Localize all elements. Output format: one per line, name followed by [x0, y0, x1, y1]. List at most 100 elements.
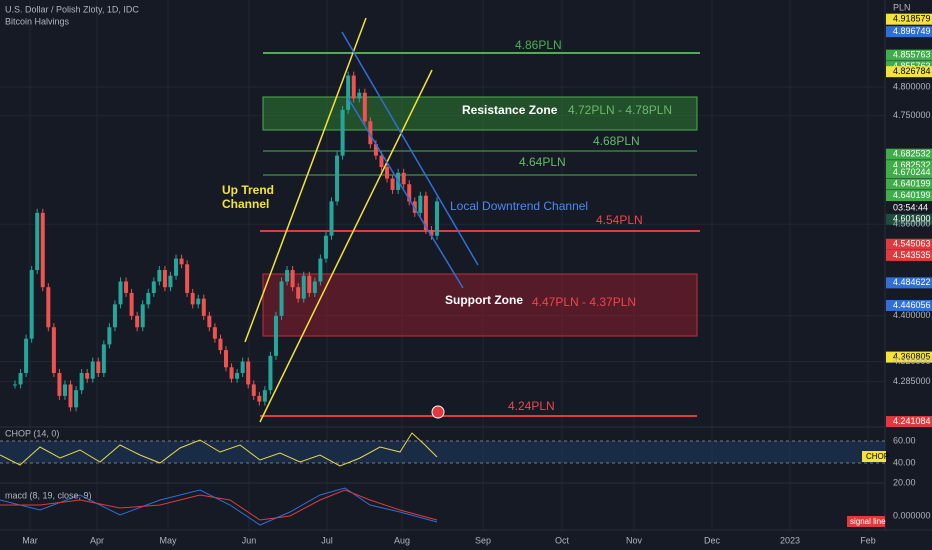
x-tick-label: Dec: [704, 535, 721, 545]
annotation: Local Downtrend Channel: [450, 199, 588, 213]
chop-tick: 40.00: [893, 457, 916, 467]
price-badge-text: 4.682532: [893, 149, 931, 159]
price-badge-text: 4.640199: [893, 190, 931, 200]
candle: [179, 258, 184, 265]
chop-badge: [862, 451, 886, 462]
candle: [429, 230, 434, 236]
candle: [235, 373, 240, 379]
candle: [79, 373, 84, 391]
price-badges: 4.9185794.8967494.8557634.8557634.826784…: [886, 14, 932, 428]
candle: [185, 264, 190, 293]
macd-badge-text: signal line: [850, 517, 886, 526]
symbol-title: U.S. Dollar / Polish Zloty, 1D, IDC: [5, 4, 139, 14]
countdown: 03:54:44: [893, 202, 928, 212]
candle: [35, 212, 40, 271]
candle: [273, 315, 278, 356]
candle: [168, 275, 173, 288]
signal-line: [0, 489, 438, 521]
candle: [290, 270, 295, 288]
x-tick-label: Apr: [90, 535, 104, 545]
x-tick-label: Mar: [22, 535, 38, 545]
price-badge-text: 4.670244: [893, 167, 931, 177]
price-badge-text: 4.545063: [893, 239, 931, 249]
y-tick-label: 4.320000: [893, 356, 931, 366]
price-badge: [886, 178, 932, 190]
candle: [257, 395, 262, 402]
candle: [190, 292, 195, 305]
candle: [135, 315, 140, 328]
annotation: 4.54PLN: [596, 213, 643, 227]
price-badge: [886, 160, 932, 172]
candle: [296, 287, 301, 299]
candle: [46, 287, 51, 328]
price-badge: [886, 277, 932, 289]
annotation: 4.47PLN - 4.37PLN: [532, 295, 636, 309]
macd-tick: 0.000000: [893, 510, 931, 520]
annotation: Channel: [222, 197, 269, 211]
candle: [29, 270, 34, 339]
annotation: 4.64PLN: [519, 155, 566, 169]
x-tick-label: 2023: [780, 535, 800, 545]
candle: [196, 298, 201, 305]
candle: [379, 155, 384, 168]
chop-tick: 60.00: [893, 435, 916, 445]
candle: [357, 92, 362, 99]
halving-icon: [431, 405, 445, 419]
price-badge-text: 4.855763: [893, 61, 931, 71]
chop-line: [0, 432, 438, 467]
chop-tick: 20.00: [893, 477, 916, 487]
resistance-zone: [262, 96, 698, 131]
y-tick-label: 4.400000: [893, 310, 931, 320]
x-tick-label: Feb: [860, 535, 876, 545]
candle: [207, 315, 212, 328]
annotation: 4.72PLN - 4.78PLN: [568, 103, 672, 117]
candle: [418, 195, 423, 213]
price-badge-text: 4.241084: [893, 416, 931, 426]
candle: [112, 304, 117, 328]
chop-band: [0, 441, 885, 463]
x-tick-label: Sep: [475, 535, 491, 545]
support-zone: [262, 273, 698, 337]
candle: [340, 109, 345, 156]
candle: [368, 121, 373, 145]
indicator-title: Bitcoin Halvings: [5, 16, 70, 26]
y-tick-label: 4.800000: [893, 81, 931, 91]
candle: [146, 292, 151, 305]
candle: [101, 344, 106, 373]
y-tick-label: 4.560000: [893, 219, 931, 229]
price-badge-text: 4.543535: [893, 250, 931, 260]
price-badge: [886, 249, 932, 261]
chop-badge-text: CHOP: [866, 452, 889, 461]
candle: [240, 361, 245, 373]
candle: [224, 350, 228, 368]
price-badge: [886, 167, 932, 179]
price-badge-text: 4.826784: [893, 66, 931, 76]
price-badge-text: 4.855763: [893, 49, 931, 59]
candle: [201, 298, 206, 316]
annotation: Up Trend: [222, 183, 274, 197]
macd-line: [0, 487, 438, 526]
candle: [362, 92, 367, 122]
candle: [329, 201, 334, 236]
candle: [268, 355, 273, 391]
candle: [118, 281, 123, 305]
annotation: 4.68PLN: [593, 134, 640, 148]
price-badge: [886, 351, 932, 363]
price-badge-text: 4.682532: [893, 160, 931, 170]
price-badge-text: 4.601600: [893, 214, 931, 224]
price-badge: [886, 49, 932, 61]
macd-badge: [847, 516, 885, 527]
candle: [435, 201, 439, 236]
price-badge: [886, 66, 932, 78]
x-tick-label: Aug: [394, 535, 410, 545]
candle: [51, 327, 56, 373]
candle: [279, 281, 284, 316]
candle: [246, 361, 251, 385]
candle: [312, 281, 317, 293]
price-badge: [886, 13, 932, 25]
trend-line: [347, 97, 464, 289]
candle: [335, 155, 340, 202]
x-tick-label: Nov: [626, 535, 643, 545]
candles: [13, 71, 439, 412]
price-badge: [886, 299, 932, 311]
